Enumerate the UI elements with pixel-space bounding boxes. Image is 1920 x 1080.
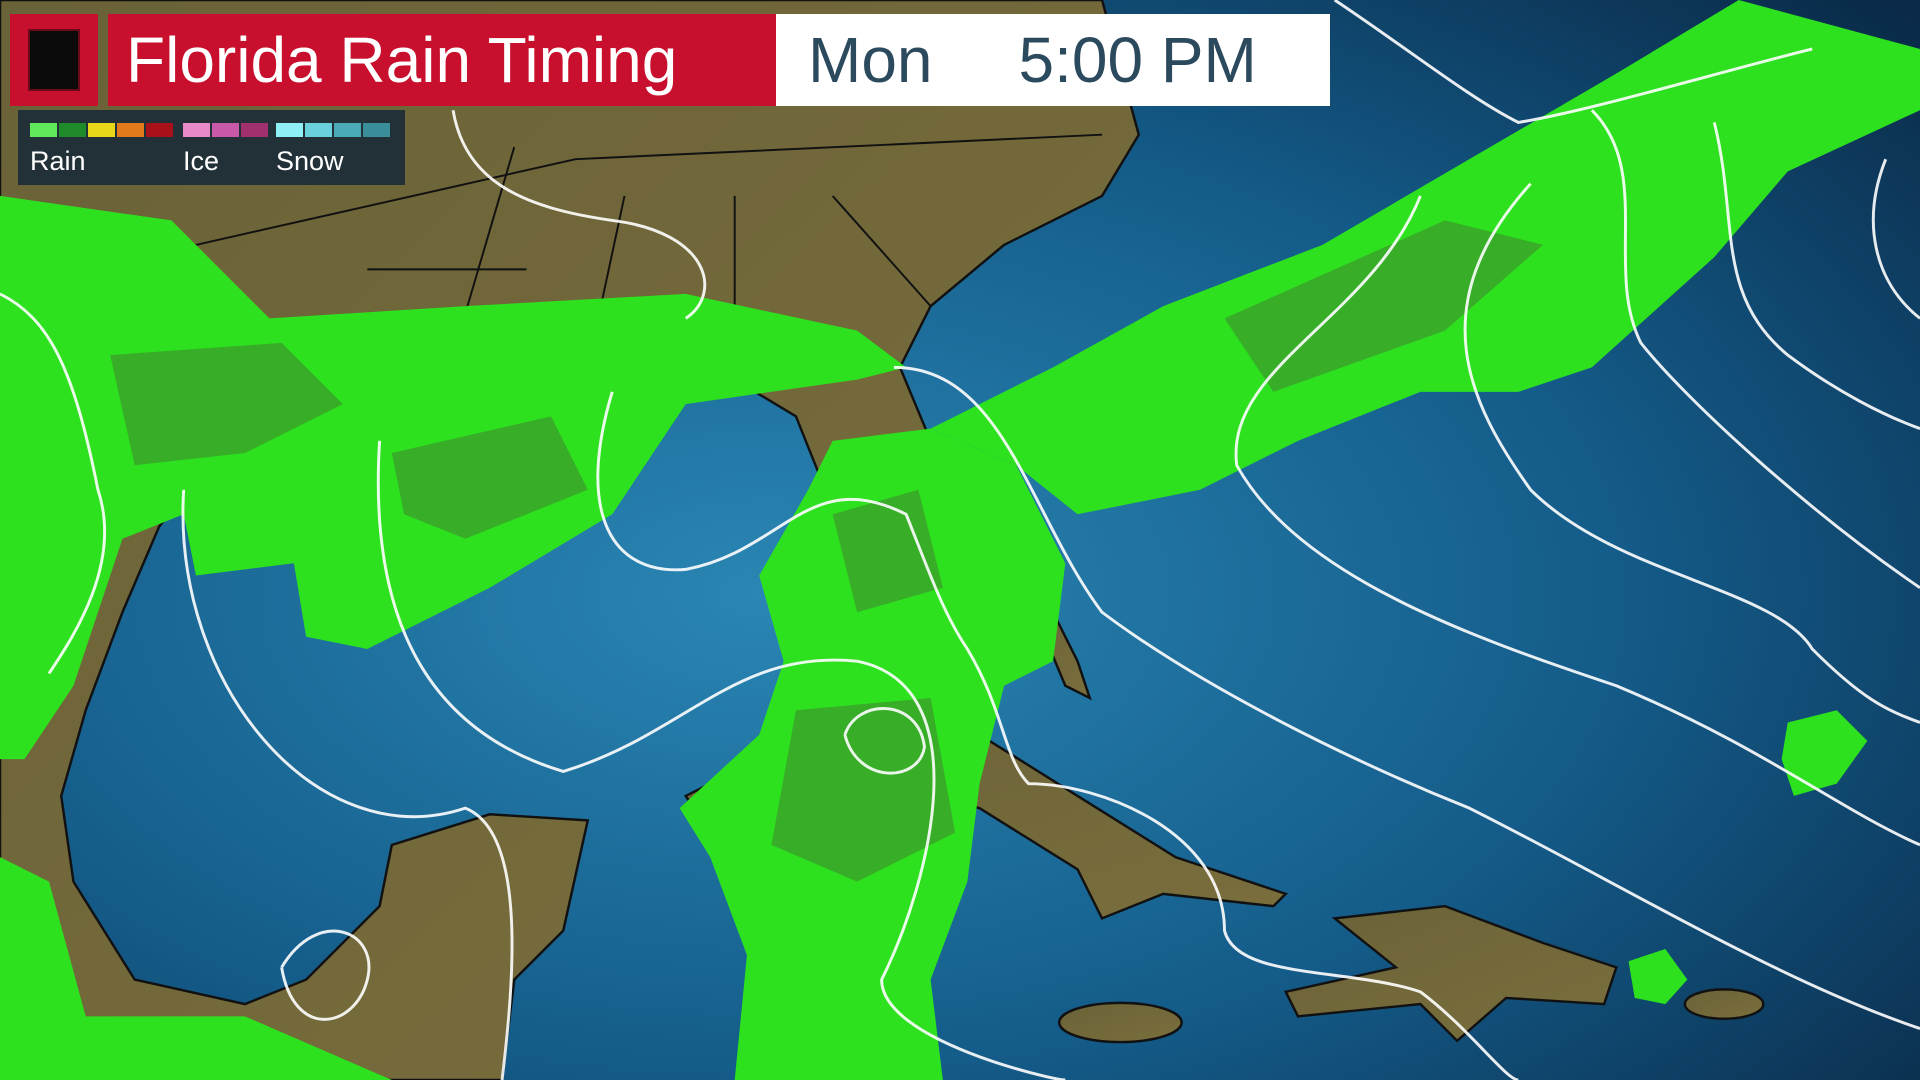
forecast-time: 5:00 PM: [1018, 24, 1257, 96]
title-banner: Florida Rain Timing: [108, 14, 776, 106]
legend-swatch-rain: [117, 123, 144, 137]
legend-swatch-rain: [59, 123, 86, 137]
black-square-logo-icon: [28, 29, 80, 91]
legend-swatch-snow: [276, 123, 303, 137]
logo-box: [10, 14, 98, 106]
precip-legend: Rain Ice Snow: [18, 110, 405, 185]
legend-swatch-ice: [183, 123, 210, 137]
legend-swatch-snow: [334, 123, 361, 137]
legend-label-rain: Rain: [30, 146, 86, 176]
rain-cell-pr: [1628, 948, 1688, 1005]
legend-label-snow: Snow: [276, 146, 344, 176]
legend-swatch-snow: [363, 123, 390, 137]
legend-swatch-rain: [30, 123, 57, 137]
legend-swatch-rain: [88, 123, 115, 137]
legend-swatch-snow: [305, 123, 332, 137]
legend-label-ice: Ice: [183, 146, 220, 176]
forecast-day: Mon: [808, 24, 933, 96]
hispaniola-land: [1283, 904, 1618, 1043]
time-banner: Mon 5:00 PM: [776, 14, 1330, 106]
rain-sw: [0, 857, 392, 1080]
rain-cell-east: [1781, 710, 1868, 796]
legend-swatch-rain: [146, 123, 173, 137]
legend-swatch-ice: [212, 123, 239, 137]
map-title: Florida Rain Timing: [126, 24, 678, 96]
puerto-rico-land: [1683, 988, 1765, 1020]
legend-swatch-ice: [241, 123, 268, 137]
jamaica-land: [1057, 1001, 1183, 1044]
